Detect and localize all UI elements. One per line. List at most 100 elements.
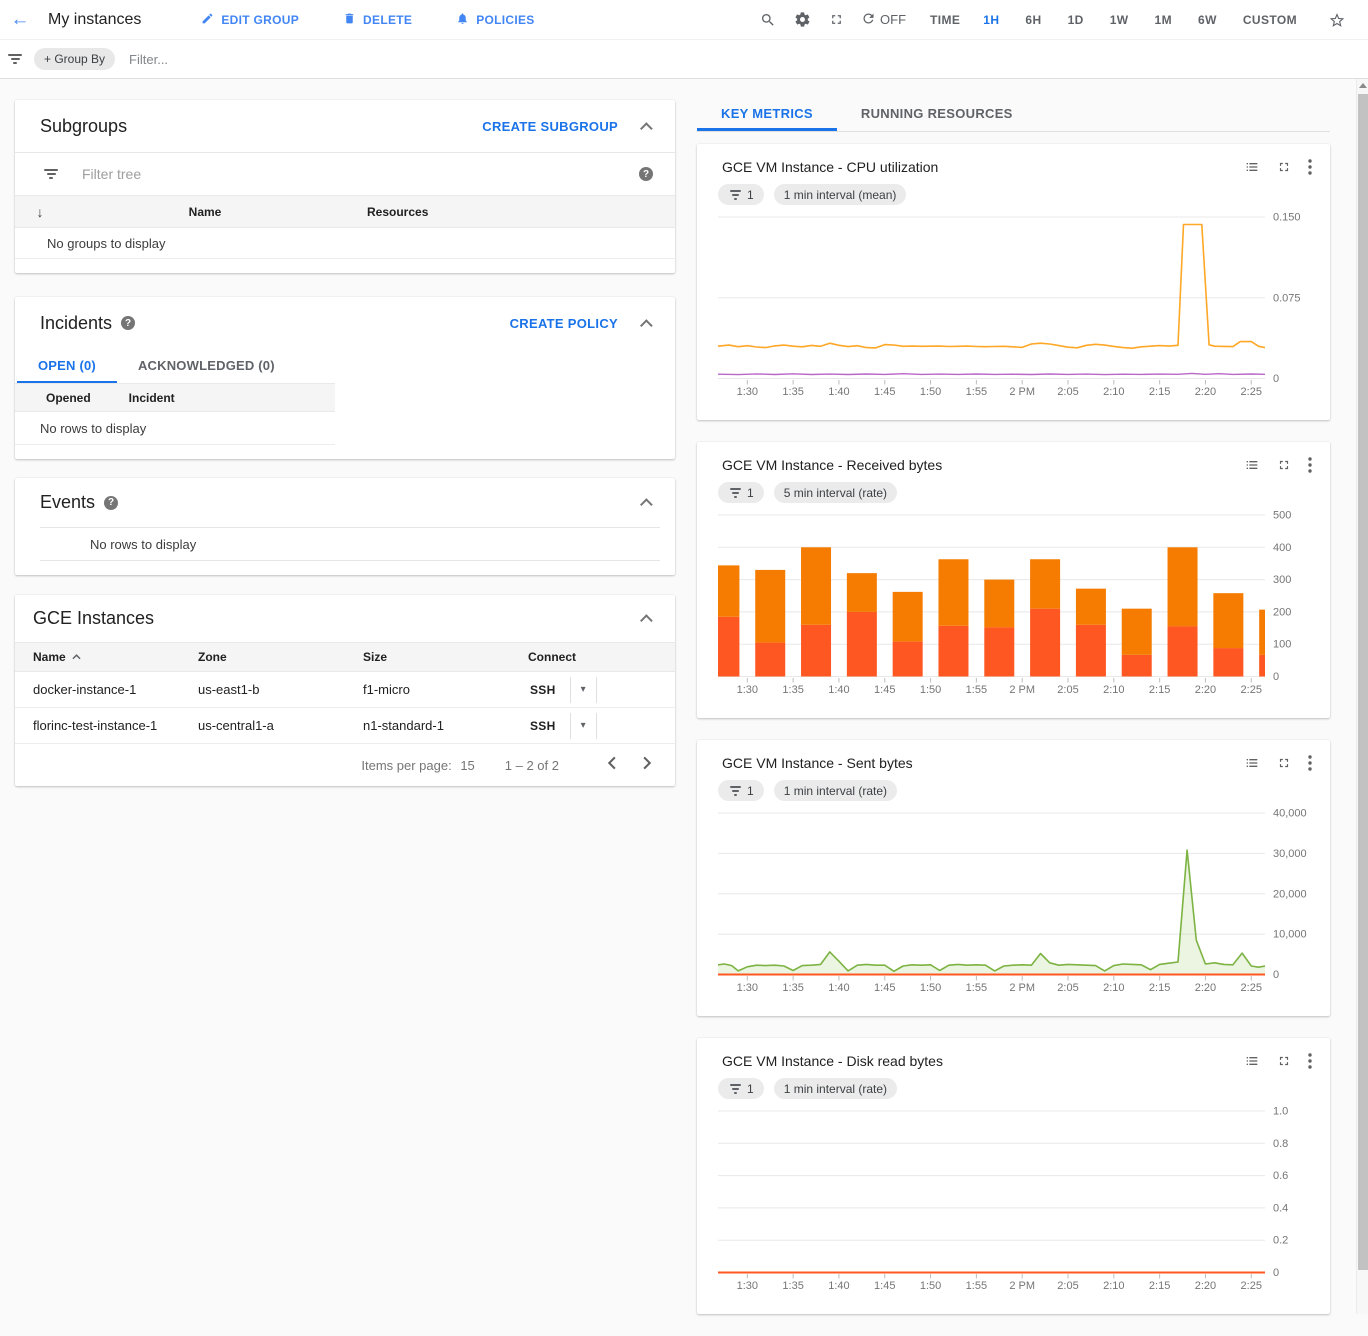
- chart-plot[interactable]: 0 0.2 0.4 0.6 0.8 1.0 1:30 1:35 1:40 1:45 1:50 1:55…: [697, 1099, 1330, 1314]
- svg-text:2:15: 2:15: [1149, 684, 1170, 696]
- delete-button[interactable]: DELETE: [343, 12, 412, 28]
- range-custom[interactable]: CUSTOM: [1242, 12, 1297, 27]
- gce-instances-card: GCE Instances Name Zone Size Connect doc…: [15, 595, 675, 786]
- legend-list-icon[interactable]: [1244, 159, 1260, 175]
- range-1h[interactable]: 1H: [983, 12, 1000, 27]
- policies-button[interactable]: POLICIES: [456, 12, 534, 28]
- charts-container: GCE VM Instance - CPU utilization 1 1 mi…: [697, 144, 1330, 1314]
- tab-running-resources[interactable]: RUNNING RESOURCES: [860, 106, 1013, 121]
- fullscreen-icon[interactable]: [1277, 756, 1291, 770]
- scrollbar-up-arrow-icon[interactable]: [1357, 79, 1368, 92]
- svg-text:2:05: 2:05: [1057, 982, 1078, 994]
- subgroups-empty-text: No groups to display: [15, 228, 675, 259]
- filter-tree-input[interactable]: [80, 165, 480, 183]
- tab-open-incidents[interactable]: OPEN (0): [17, 349, 117, 383]
- collapse-chevron-icon[interactable]: [640, 498, 653, 511]
- scrollbar-thumb[interactable]: [1358, 94, 1368, 1270]
- auto-refresh-toggle[interactable]: OFF: [861, 11, 906, 29]
- svg-text:2:10: 2:10: [1103, 1280, 1124, 1292]
- svg-text:0.8: 0.8: [1273, 1138, 1288, 1150]
- ssh-button[interactable]: SSH: [530, 718, 556, 733]
- collapse-chevron-icon[interactable]: [640, 318, 653, 332]
- column-resources: Resources: [367, 204, 429, 219]
- range-1m[interactable]: 1M: [1154, 12, 1172, 27]
- help-icon[interactable]: ?: [104, 495, 119, 510]
- chart-title: GCE VM Instance - Disk read bytes: [722, 1053, 943, 1069]
- tab-acknowledged-incidents[interactable]: ACKNOWLEDGED (0): [137, 358, 275, 373]
- svg-text:2:05: 2:05: [1057, 1280, 1078, 1292]
- create-subgroup-button[interactable]: CREATE SUBGROUP: [482, 118, 618, 134]
- chart-plot[interactable]: 0 10,000 20,000 30,000 40,000 1:30 1:35 1:40 1:4…: [697, 801, 1330, 1016]
- ssh-button[interactable]: SSH: [530, 682, 556, 697]
- svg-text:1:50: 1:50: [920, 982, 941, 994]
- svg-text:1:40: 1:40: [828, 386, 849, 398]
- column-name-sortable[interactable]: Name: [15, 650, 180, 664]
- more-options-icon[interactable]: [1308, 457, 1312, 473]
- metrics-tabs: KEY METRICS RUNNING RESOURCES: [697, 100, 1330, 132]
- filter-icon: [728, 785, 742, 796]
- top-bar: ← My instances EDIT GROUP DELETE POLICIE…: [0, 0, 1368, 40]
- search-icon[interactable]: [751, 12, 785, 28]
- next-page-icon[interactable]: [629, 756, 665, 774]
- legend-list-icon[interactable]: [1244, 755, 1260, 771]
- filter-icon: [728, 1083, 742, 1094]
- more-options-icon[interactable]: [1308, 1053, 1312, 1069]
- more-options-icon[interactable]: [1308, 755, 1312, 771]
- column-zone: Zone: [198, 650, 227, 664]
- svg-text:1:55: 1:55: [966, 386, 987, 398]
- ssh-dropdown-caret-icon[interactable]: ▾: [569, 676, 597, 703]
- range-6h[interactable]: 6H: [1025, 12, 1042, 27]
- group-by-chip[interactable]: + Group By: [34, 48, 116, 70]
- help-icon[interactable]: ?: [639, 167, 653, 181]
- filter-count-chip[interactable]: 1: [718, 482, 764, 503]
- edit-group-button[interactable]: EDIT GROUP: [201, 12, 299, 28]
- chart-title: GCE VM Instance - CPU utilization: [722, 159, 939, 175]
- star-icon[interactable]: [1320, 12, 1354, 28]
- previous-page-icon[interactable]: [593, 756, 629, 774]
- filter-input[interactable]: [127, 50, 528, 68]
- filter-count-chip[interactable]: 1: [718, 1078, 764, 1099]
- left-column: Subgroups CREATE SUBGROUP ? ↓ Name Resou…: [15, 100, 675, 786]
- filter-count-chip[interactable]: 1: [718, 184, 764, 205]
- fullscreen-icon[interactable]: [1277, 160, 1291, 174]
- column-opened: Opened: [46, 390, 91, 405]
- create-policy-button[interactable]: CREATE POLICY: [509, 315, 618, 331]
- svg-text:1:30: 1:30: [737, 982, 758, 994]
- svg-text:0.4: 0.4: [1273, 1202, 1288, 1214]
- fullscreen-icon[interactable]: [819, 12, 853, 27]
- vertical-scrollbar[interactable]: [1356, 79, 1368, 1314]
- svg-text:1:40: 1:40: [828, 684, 849, 696]
- incidents-title: Incidents: [40, 312, 113, 333]
- legend-list-icon[interactable]: [1244, 1053, 1260, 1069]
- back-arrow-icon[interactable]: ←: [10, 8, 30, 30]
- svg-text:1:30: 1:30: [737, 386, 758, 398]
- instance-size: n1-standard-1: [363, 718, 444, 733]
- sort-arrow-icon[interactable]: ↓: [36, 203, 44, 220]
- bell-icon: [456, 12, 469, 28]
- events-empty-text: No rows to display: [90, 536, 197, 552]
- fullscreen-icon[interactable]: [1277, 1054, 1291, 1068]
- collapse-chevron-icon[interactable]: [640, 121, 653, 135]
- filter-icon[interactable]: [4, 54, 26, 64]
- help-icon[interactable]: ?: [121, 316, 136, 330]
- more-options-icon[interactable]: [1308, 159, 1312, 175]
- chart-card: GCE VM Instance - Disk read bytes 1 1 mi…: [697, 1038, 1330, 1314]
- interval-chip[interactable]: 5 min interval (rate): [773, 482, 898, 503]
- tab-key-metrics[interactable]: KEY METRICS: [697, 100, 837, 131]
- ssh-dropdown-caret-icon[interactable]: ▾: [569, 712, 597, 739]
- items-per-page-value[interactable]: 15: [460, 757, 475, 773]
- interval-chip[interactable]: 1 min interval (rate): [773, 1078, 898, 1099]
- range-1w[interactable]: 1W: [1109, 12, 1129, 27]
- svg-text:1:45: 1:45: [874, 982, 895, 994]
- filter-count-chip[interactable]: 1: [718, 780, 764, 801]
- interval-chip[interactable]: 1 min interval (rate): [773, 780, 898, 801]
- range-1d[interactable]: 1D: [1067, 12, 1084, 27]
- interval-chip[interactable]: 1 min interval (mean): [773, 184, 907, 205]
- fullscreen-icon[interactable]: [1277, 458, 1291, 472]
- gear-icon[interactable]: [785, 11, 819, 28]
- chart-plot[interactable]: 0 0.075 0.150 1:30 1:35 1:40 1:45 1:50 1:55 2 PM 2…: [697, 205, 1330, 420]
- collapse-chevron-icon[interactable]: [640, 614, 653, 627]
- legend-list-icon[interactable]: [1244, 457, 1260, 473]
- chart-plot[interactable]: 0 100 200 300 400 500 1:30 1:35 1:40 1:45 1:50 1:55…: [697, 503, 1330, 718]
- range-6w[interactable]: 6W: [1198, 12, 1217, 27]
